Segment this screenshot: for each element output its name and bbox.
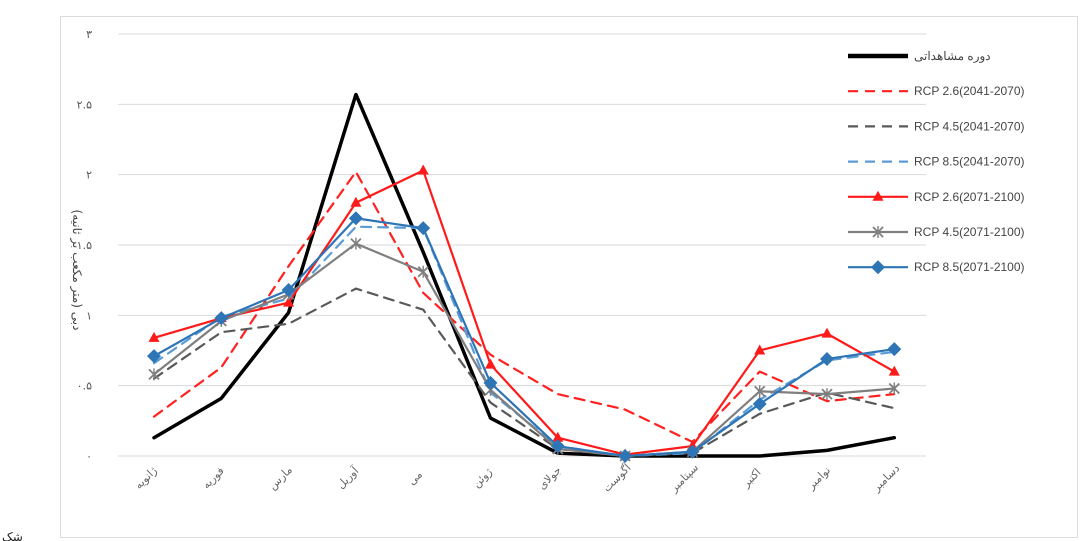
legend-label: RCP 2.6(2071-2100)	[914, 190, 1025, 204]
legend-label: RCP 8.5(2071-2100)	[914, 260, 1025, 274]
legend-label: RCP 2.6(2041-2070)	[914, 84, 1025, 98]
x-tick-label: ژانویه	[132, 464, 160, 492]
legend-item: RCP 2.6(2041-2070)	[848, 84, 1025, 98]
legend-item: RCP 8.5(2041-2070)	[848, 155, 1025, 169]
y-tick-label: ۲	[86, 169, 92, 182]
data-point	[483, 375, 498, 390]
data-point	[618, 449, 633, 463]
data-point	[348, 211, 363, 226]
data-point	[888, 382, 900, 395]
legend-marker	[872, 190, 884, 201]
x-tick-label: می	[405, 468, 425, 488]
series-line	[152, 92, 897, 458]
series-line	[152, 169, 896, 456]
legend-item: دوره مشاهداتی	[848, 49, 991, 63]
data-point	[283, 296, 295, 307]
x-tick-label: دسامبر	[869, 462, 902, 495]
data-point	[417, 265, 429, 278]
x-tick-label: آوریل	[334, 463, 362, 491]
y-tick-label: ۳	[86, 28, 92, 41]
series-line	[152, 287, 896, 458]
y-tick-label: ۱	[86, 309, 92, 322]
data-point	[148, 368, 160, 381]
data-point	[754, 385, 766, 398]
data-point	[417, 164, 429, 175]
y-axis-ticks: ۰ ۰.۵ ۱ ۱.۵ ۲ ۲.۵ ۳	[77, 28, 92, 463]
data-point	[147, 349, 161, 364]
data-point	[820, 351, 834, 366]
series-6	[147, 211, 902, 463]
data-point	[552, 431, 564, 442]
x-axis-ticks: ژانویه فوریه مارس آوریل می ژوئن جولای آگوست سپتا…	[132, 460, 902, 495]
x-tick-label: ژوئن	[470, 465, 495, 490]
legend-item: RCP 8.5(2071-2100)	[848, 260, 1025, 275]
x-tick-label: جولای	[535, 464, 564, 493]
data-point	[752, 396, 767, 411]
series-line	[152, 242, 896, 458]
legend-marker	[872, 226, 884, 238]
x-tick-label: اکتبر	[739, 466, 764, 491]
x-tick-label: مارس	[266, 463, 295, 492]
legend-marker	[871, 260, 885, 275]
data-point	[416, 221, 431, 236]
data-point	[888, 365, 900, 376]
data-point	[281, 283, 296, 298]
legend-label: RCP 4.5(2071-2100)	[914, 225, 1025, 239]
series-line	[152, 217, 896, 458]
figure-caption-fragment: شک	[2, 530, 23, 541]
x-tick-label: فوریه	[200, 464, 227, 491]
legend-label: RCP 8.5(2041-2070)	[914, 155, 1025, 169]
x-tick-label: نوامبر	[804, 464, 833, 493]
data-point	[350, 237, 362, 250]
series-lines	[147, 92, 902, 463]
series-2	[152, 287, 896, 458]
data-point	[821, 388, 833, 401]
y-tick-label: ۱.۵	[77, 239, 92, 252]
legend: دوره مشاهداتی RCP 2.6(2041-2070) RCP 4.5(2…	[848, 49, 1025, 275]
data-point	[550, 439, 565, 454]
data-point	[887, 342, 902, 357]
legend-label: دوره مشاهداتی	[914, 49, 991, 63]
data-point	[754, 344, 766, 355]
legend-item: RCP 4.5(2071-2100)	[848, 225, 1025, 239]
y-tick-label: ۰	[86, 450, 92, 463]
x-tick-label: آگوست	[600, 460, 635, 495]
y-tick-label: ۰.۵	[77, 380, 92, 393]
legend-label: RCP 4.5(2041-2070)	[914, 119, 1025, 133]
data-point	[148, 331, 160, 342]
data-point	[350, 196, 362, 207]
data-point	[214, 311, 229, 326]
x-tick-label: سپتامبر	[667, 461, 701, 495]
y-tick-label: ۲.۵	[77, 98, 92, 111]
legend-item: RCP 4.5(2041-2070)	[848, 119, 1025, 133]
legend-item: RCP 2.6(2071-2100)	[848, 190, 1025, 204]
y-axis-label: دبی (متر مکعب بر ثانیه)	[69, 210, 84, 331]
data-point	[821, 327, 833, 338]
series-0	[152, 92, 897, 458]
data-point	[485, 358, 496, 369]
data-point	[685, 444, 700, 459]
